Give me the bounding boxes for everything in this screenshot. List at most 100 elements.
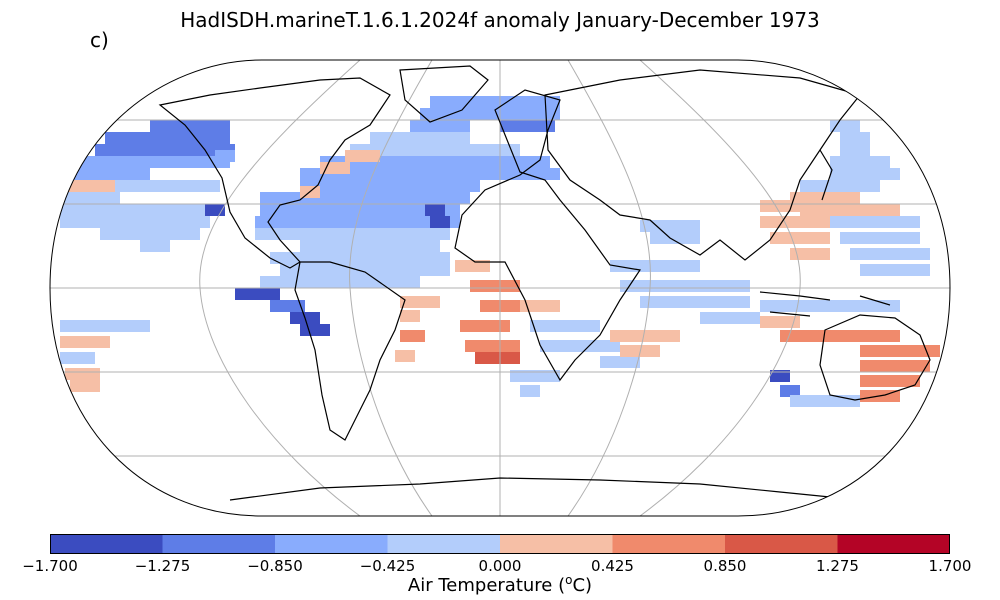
anomaly-cell <box>60 216 210 228</box>
anomaly-cell <box>640 220 700 232</box>
anomaly-cell <box>830 216 920 228</box>
anomaly-cell <box>350 144 520 156</box>
anomaly-cell <box>300 180 480 192</box>
anomaly-cell <box>790 395 860 407</box>
anomaly-cell <box>520 385 540 397</box>
map-title: HadISDH.marineT.1.6.1.2024f anomaly Janu… <box>180 8 820 32</box>
anomaly-cell <box>345 150 380 162</box>
anomaly-cell <box>860 264 930 276</box>
colorbar-segment <box>275 534 388 554</box>
anomaly-cell <box>640 296 750 308</box>
anomaly-cell <box>850 248 930 260</box>
colorbar-segment <box>725 534 838 554</box>
anomaly-cell <box>760 316 800 328</box>
anomaly-cell <box>760 216 830 228</box>
anomaly-cell <box>455 260 490 272</box>
anomaly-cell <box>600 356 640 368</box>
anomaly-cell <box>780 385 800 397</box>
anomaly-cell <box>80 156 230 168</box>
anomaly-cell <box>500 120 555 132</box>
colorbar-segment <box>387 534 501 554</box>
colorbar-tick-label: 0.000 <box>478 557 522 575</box>
anomaly-cell <box>140 240 170 252</box>
anomaly-cell <box>425 204 445 216</box>
anomaly-cell <box>65 180 115 192</box>
coastlines <box>158 65 931 501</box>
anomaly-cell <box>270 252 450 264</box>
anomaly-cell <box>790 192 860 204</box>
anomaly-cell <box>770 370 790 382</box>
anomaly-cell <box>540 340 620 352</box>
anomaly-cells <box>60 96 940 407</box>
anomaly-cell <box>400 330 425 342</box>
anomaly-cell <box>395 350 415 362</box>
colorbar-tick-label: −1.700 <box>22 557 78 575</box>
anomaly-cell <box>300 168 560 180</box>
anomaly-cell <box>760 300 900 312</box>
anomaly-cell <box>270 300 305 312</box>
anomaly-cell <box>465 340 520 352</box>
anomaly-cell <box>475 352 520 364</box>
anomaly-cell <box>510 370 560 382</box>
colorbar-segment <box>162 534 276 554</box>
anomaly-cell <box>100 228 200 240</box>
anomaly-cell <box>410 120 470 132</box>
anomaly-cell <box>790 248 830 260</box>
anomaly-cell <box>840 144 870 156</box>
anomaly-cell <box>840 232 920 244</box>
colorbar-tick-label: −0.850 <box>247 557 303 575</box>
anomaly-cell <box>620 280 750 292</box>
anomaly-cell <box>650 232 700 244</box>
anomaly-cell <box>255 216 460 228</box>
colorbar-segment <box>50 534 163 554</box>
anomaly-map <box>49 59 951 517</box>
colorbar-tick-label: 1.700 <box>928 557 972 575</box>
colorbar-tick-label: 1.275 <box>816 557 859 575</box>
anomaly-cell <box>280 264 450 276</box>
anomaly-cell <box>400 296 440 308</box>
anomaly-cell <box>430 216 450 228</box>
anomaly-cell <box>65 368 100 380</box>
anomaly-cell <box>235 288 280 300</box>
anomaly-cell <box>420 108 560 120</box>
anomaly-cell <box>530 320 600 332</box>
anomaly-cell <box>470 280 520 292</box>
anomaly-cell <box>800 180 880 192</box>
panel-label: c) <box>90 28 109 52</box>
anomaly-cell <box>860 360 930 372</box>
colorbar-tick-label: 0.850 <box>703 557 747 575</box>
anomaly-cell <box>610 260 700 272</box>
anomaly-cell <box>770 232 830 244</box>
colorbar-tick-label: 0.425 <box>591 557 634 575</box>
anomaly-cell <box>255 228 450 240</box>
anomaly-cell <box>60 352 95 364</box>
anomaly-cell <box>60 204 220 216</box>
colorbar <box>50 534 950 554</box>
colorbar-label: Air Temperature (oC) <box>407 573 593 596</box>
anomaly-cell <box>840 132 870 144</box>
anomaly-cell <box>60 336 110 348</box>
anomaly-cell <box>260 276 420 288</box>
anomaly-cell <box>370 132 470 144</box>
anomaly-cell <box>70 168 150 180</box>
anomaly-cell <box>60 192 120 204</box>
anomaly-cell <box>300 324 330 336</box>
colorbar-segment <box>837 534 950 554</box>
anomaly-cell <box>610 330 680 342</box>
anomaly-cell <box>215 150 235 162</box>
anomaly-cell <box>830 120 860 132</box>
anomaly-cell <box>105 132 230 144</box>
anomaly-cell <box>860 375 920 387</box>
anomaly-cell <box>780 330 900 342</box>
colorbar-tick-label: −1.275 <box>134 557 191 575</box>
anomaly-cell <box>150 120 230 132</box>
anomaly-cell <box>830 168 900 180</box>
colorbar-segment <box>500 534 613 554</box>
anomaly-cell <box>300 240 440 252</box>
anomaly-cell <box>800 204 900 216</box>
anomaly-cell <box>70 380 100 392</box>
anomaly-cell <box>60 320 150 332</box>
colorbar-tick-label: −0.425 <box>359 557 416 575</box>
anomaly-cell <box>95 144 235 156</box>
colorbar-segment <box>612 534 726 554</box>
